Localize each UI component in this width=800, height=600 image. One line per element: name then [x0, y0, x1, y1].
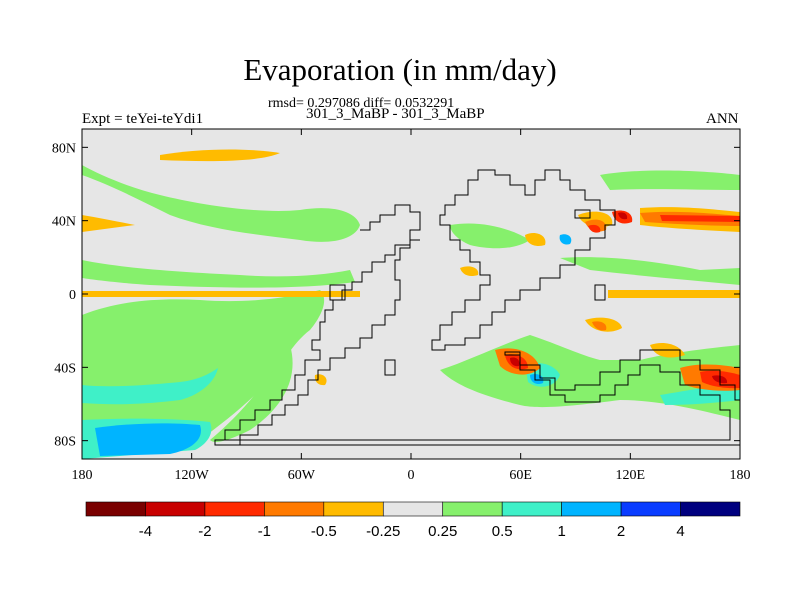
colorbar-label: 1: [557, 523, 565, 540]
contour-region: [82, 260, 355, 288]
contour-region: [82, 165, 360, 242]
colorbar-swatch: [85, 501, 146, 517]
colorbar-label: -0.5: [311, 523, 337, 540]
x-tick-label: 180: [730, 468, 751, 483]
coastline: [574, 209, 591, 219]
colorbar-label: -2: [198, 523, 211, 540]
colorbar-swatch: [680, 501, 741, 517]
colorbar-swatch: [204, 501, 265, 517]
x-tick-label: 180: [72, 468, 93, 483]
x-tick-label: 60E: [509, 468, 532, 483]
contour-region: [95, 423, 201, 456]
stats-subtitle: rmsd= 0.297086 diff= 0.0532291: [268, 96, 455, 111]
colorbar-label: -0.25: [366, 523, 400, 540]
colorbar-label: 2: [617, 523, 625, 540]
chart-title: Evaporation (in mm/day): [243, 52, 557, 87]
colorbar-label: -1: [258, 523, 271, 540]
contour-region: [608, 290, 740, 298]
contour-region: [460, 266, 479, 277]
coastline: [384, 359, 396, 376]
contour-region: [210, 345, 293, 442]
contour-region: [660, 215, 740, 222]
y-tick-label: 80S: [54, 435, 76, 450]
contour-region: [588, 224, 601, 233]
contour-region: [525, 233, 546, 246]
coastline: [431, 169, 616, 351]
coastline: [329, 284, 346, 301]
colorbar-swatch: [145, 501, 206, 517]
x-tick-label: 0: [408, 468, 415, 483]
coastline: [214, 349, 740, 446]
colorbar-swatch: [264, 501, 325, 517]
contour-region: [618, 212, 628, 220]
contour-region: [560, 257, 740, 285]
contour-region: [160, 149, 280, 162]
y-tick-label: 80N: [52, 141, 76, 156]
x-tick-label: 60W: [288, 468, 316, 483]
contour-region: [559, 234, 572, 245]
y-tick-label: 0: [69, 288, 76, 303]
case-label: 301_3_MaBP - 301_3_MaBP: [306, 106, 485, 122]
colorbar-swatch: [382, 501, 444, 517]
x-tick-label: 120E: [616, 468, 646, 483]
axes: 180 120W 60W 0 60E 120E 180 80N 40N 0 40S 80S: [52, 129, 751, 483]
colorbar-label: 0.5: [492, 523, 513, 540]
contour-region: [510, 357, 520, 367]
colorbar: -4 -2 -1 -0.5 -0.25 0.25 0.5 1 2 4: [85, 501, 741, 540]
contour-region: [82, 368, 218, 405]
colorbar-swatch: [442, 501, 503, 517]
experiment-label: Expt = teYei-teYdi1: [82, 111, 204, 127]
colorbar-label: -4: [139, 523, 152, 540]
x-tick-label: 120W: [175, 468, 210, 483]
coastline: [594, 284, 606, 301]
contour-region: [82, 215, 135, 232]
season-label: ANN: [706, 111, 739, 127]
y-tick-label: 40S: [54, 361, 76, 376]
coastline-layer: [214, 169, 740, 446]
contour-region: [450, 223, 530, 249]
contour-region: [600, 170, 740, 190]
coastline: [214, 204, 421, 446]
colorbar-swatch: [620, 501, 681, 517]
y-tick-label: 40N: [52, 215, 76, 230]
colorbar-swatch: [501, 501, 562, 517]
colorbar-label: 4: [676, 523, 684, 540]
contour-region: [592, 321, 607, 331]
colorbar-swatch: [561, 501, 622, 517]
colorbar-label: 0.25: [428, 523, 457, 540]
colorbar-swatch: [323, 501, 384, 517]
contour-region: [82, 291, 360, 297]
contour-fill-layer: [82, 149, 740, 459]
